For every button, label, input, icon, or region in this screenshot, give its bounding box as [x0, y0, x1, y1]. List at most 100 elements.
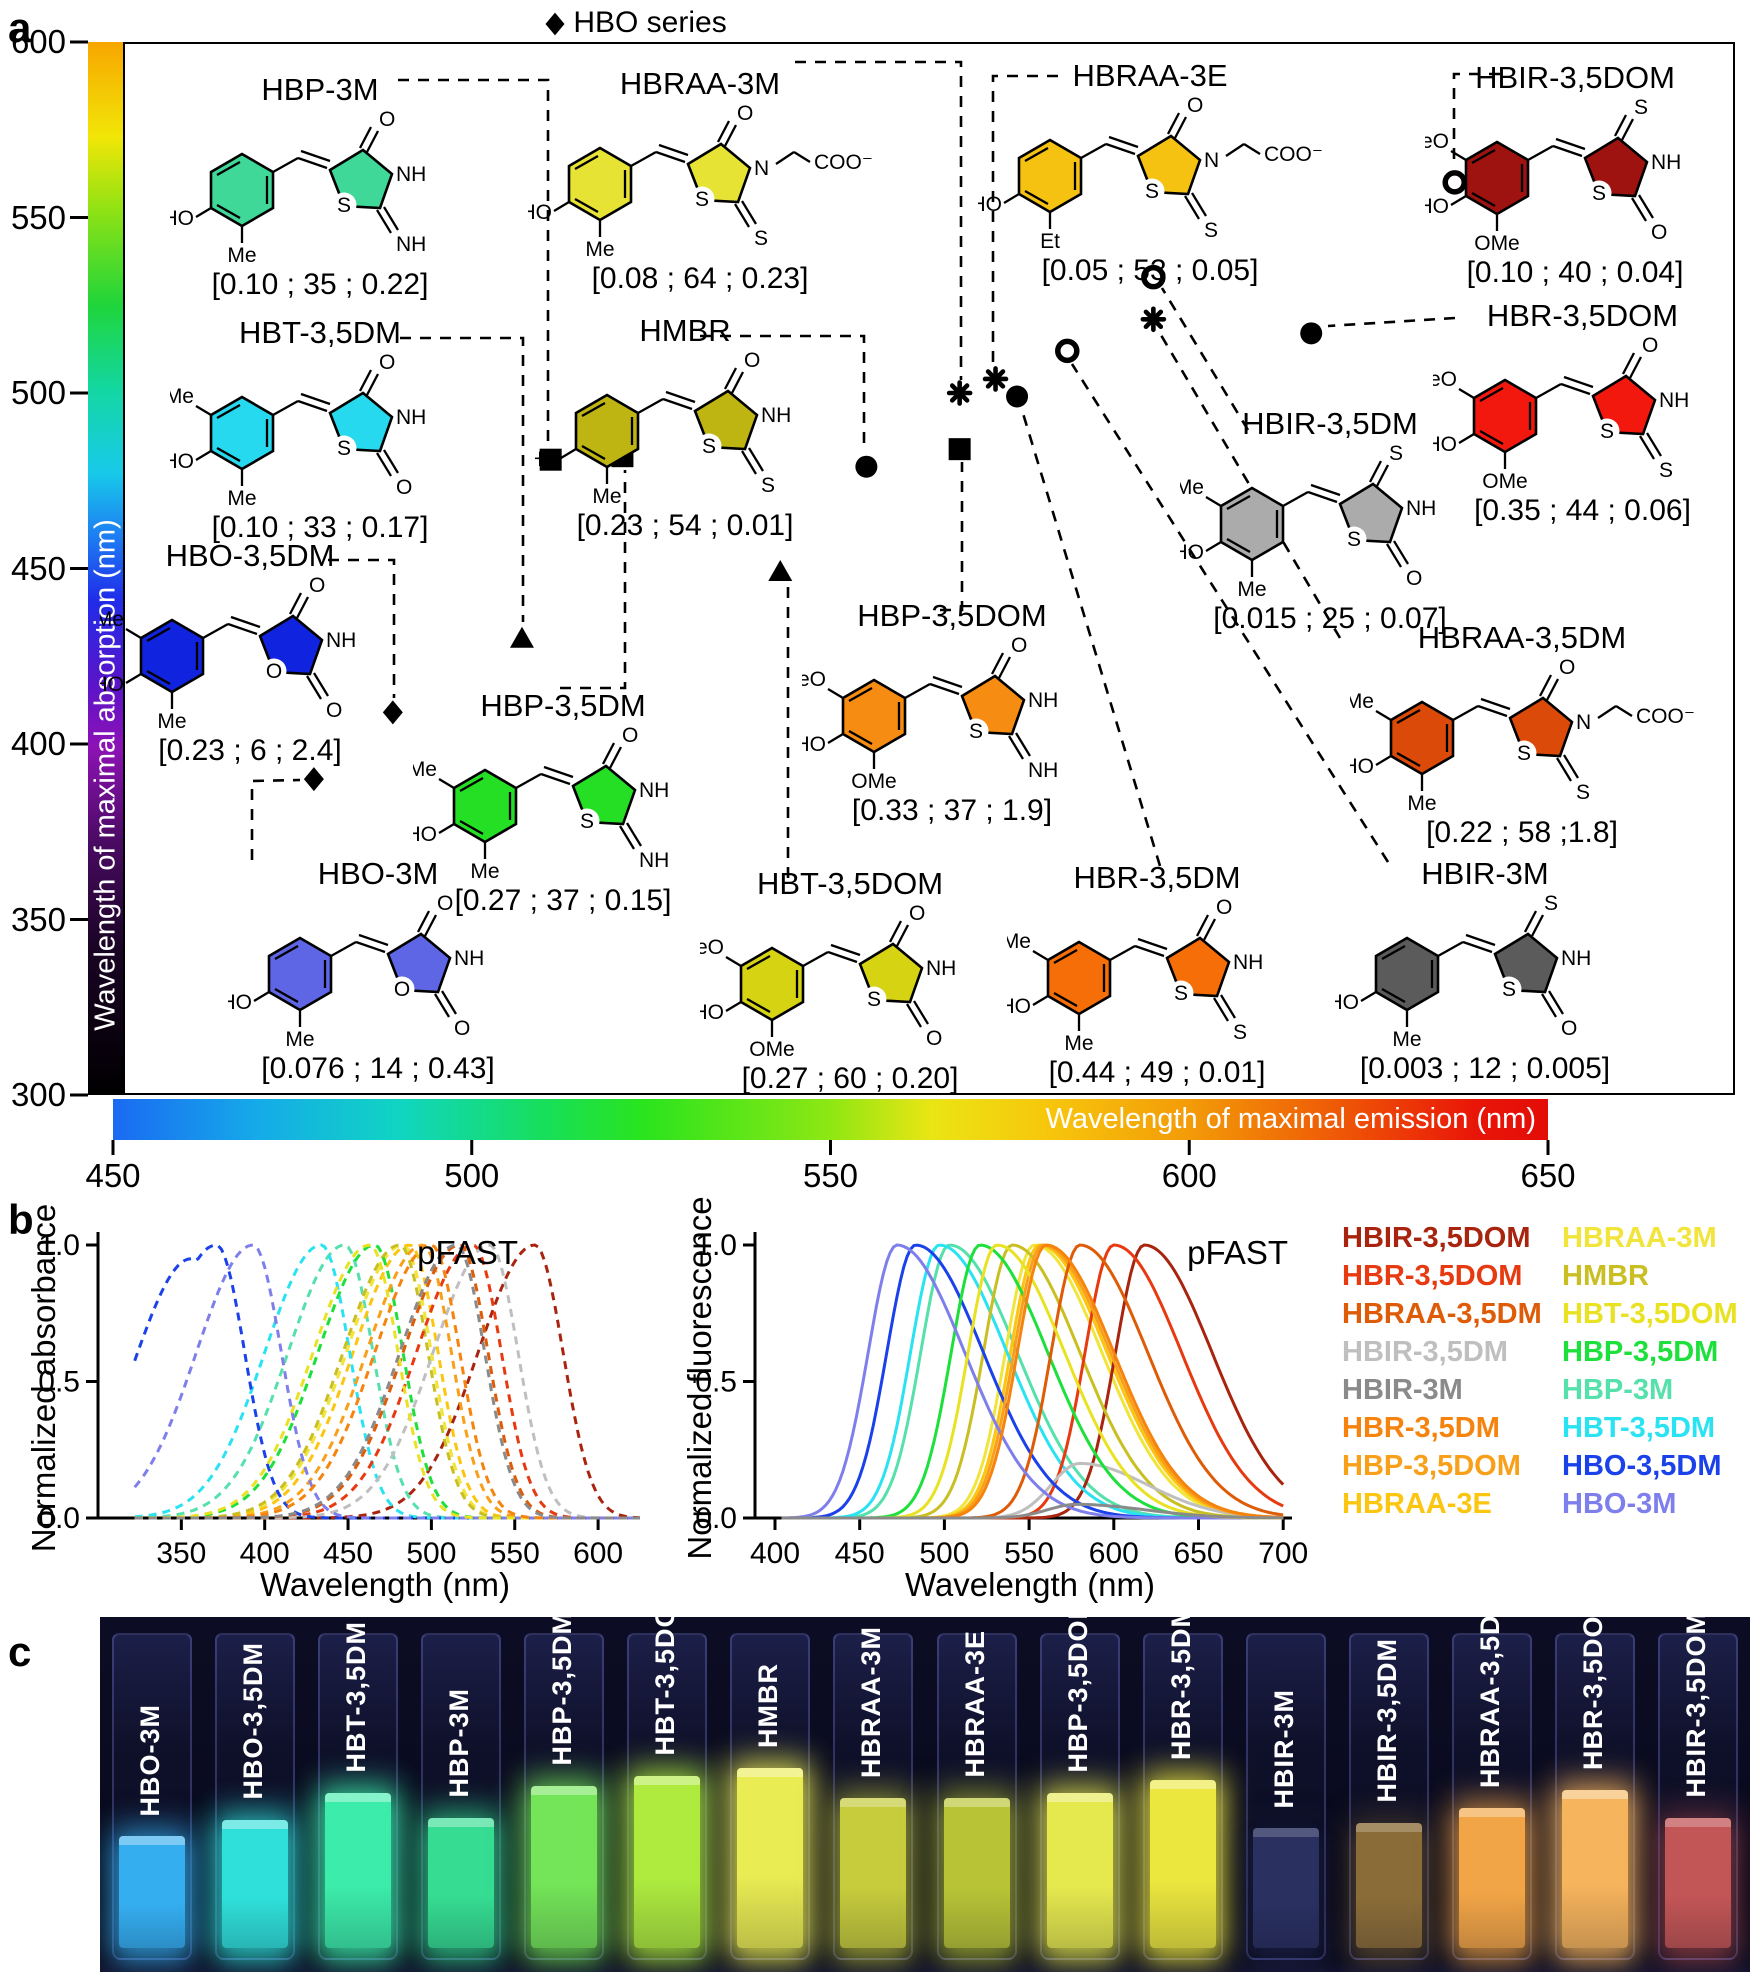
compound-values: [0.08 ; 64 ; 0.23] [591, 262, 809, 295]
svg-text:S: S [1144, 180, 1158, 203]
absorbance-plot-curve-HBIR-3M [134, 1243, 640, 1520]
fluorescence-plot-curve-HBO-3,5DM [781, 1243, 1284, 1520]
compound-card-HBP-3M: HBP-3M HO Me O NH NH S [0.10 ; 35 ; 0.22] [155, 72, 485, 302]
svg-text:Me: Me [470, 860, 499, 882]
svg-text:S: S [1233, 1021, 1247, 1044]
open-circle-marker [1442, 170, 1467, 195]
cuvette-label: HBO-3M [134, 1703, 165, 1817]
liquid-highlight [943, 1798, 1010, 1807]
svg-text:HO: HO [802, 733, 826, 756]
compound-values: [0.076 ; 14 ; 0.43] [261, 1052, 495, 1085]
panel-a-label: a [8, 4, 32, 51]
svg-text:500: 500 [919, 1537, 969, 1570]
legend-HBRAA-3M: HBRAA-3M [1562, 1222, 1717, 1254]
compound-values: [0.27 ; 60 ; 0.20] [741, 1062, 959, 1095]
svg-text:S: S [1502, 978, 1516, 1001]
cuvette-liquid [943, 1798, 1010, 1948]
compound-card-HBIR-3,5DM: HBIR-3,5DM HO Me Me S NH O S [0.015 ; 25 ; 0.07] [1150, 406, 1510, 636]
absorbance-plot-curve-HBO-3M [133, 1243, 640, 1520]
y-tick-400: 400 [10, 725, 66, 762]
svg-text:400: 400 [750, 1537, 800, 1570]
compound-card-HBR-3,5DOM: HBR-3,5DOM HO MeO OMe O NH S S [0.35 ; 44 ; 0.06… [1420, 298, 1745, 528]
cuvette-HBIR-3,5DM [1349, 1633, 1430, 1960]
svg-text:O: O [396, 476, 412, 499]
compound-values: [0.27 ; 37 ; 0.15] [454, 884, 672, 917]
compound-card-HMBR: HMBR HO Me O NH S S [0.23 ; 54 ; 0.01] [505, 313, 865, 543]
svg-text:S: S [1634, 96, 1648, 119]
svg-text:NH: NH [926, 957, 956, 980]
svg-text:NH: NH [396, 406, 426, 429]
compound-values: [0.015 ; 25 ; 0.07] [1213, 602, 1447, 635]
cuvette-photo: HBO-3M HBO-3,5DM HBT-3,5DM HBP-3M HBP-3,5DM H… [100, 1617, 1750, 1972]
connector-HBRAA-3M [795, 60, 963, 380]
pfast-annotation-right: pFAST [1187, 1234, 1288, 1271]
svg-text:O: O [909, 902, 925, 925]
svg-text:450: 450 [835, 1537, 885, 1570]
legend-HBO-3M: HBO-3M [1562, 1488, 1677, 1520]
cuvette-label: HBRAA-3M [856, 1626, 887, 1778]
structure-HBRAA-3E: HO Et O N S S COO⁻ [978, 94, 1323, 252]
svg-text:S: S [702, 435, 716, 458]
compound-values: [0.22 ; 58 ;1.8] [1426, 816, 1618, 849]
fluorescence-plot-curve-HBR-3,5DOM [781, 1243, 1284, 1520]
svg-text:MeO: MeO [700, 936, 724, 959]
cuvette-label: HBP-3,5DOM [1062, 1617, 1093, 1773]
svg-text:Me: Me [170, 385, 194, 408]
svg-text:HO: HO [170, 450, 194, 473]
legend-HBP-3M: HBP-3M [1562, 1374, 1674, 1406]
connector-HBO-3,5DM [328, 558, 396, 698]
cuvette-label: HBT-3,5DOM [650, 1617, 681, 1756]
svg-text:Me: Me [1180, 476, 1204, 499]
x-tick-550: 550 [802, 1157, 859, 1194]
connector-HBP-3,5DOM [940, 462, 964, 612]
compound-title: HBIR-3M [1421, 856, 1549, 891]
absorbance-axis-title: Normalized absorbance [25, 1203, 62, 1553]
cuvette-label: HBIR-3,5DM [1372, 1638, 1403, 1803]
svg-text:Me: Me [227, 487, 256, 509]
liquid-highlight [324, 1793, 391, 1802]
compound-title: HBR-3,5DM [1073, 860, 1241, 895]
liquid-highlight [427, 1818, 494, 1827]
svg-text:MeO: MeO [1433, 368, 1457, 391]
legend-HBR-3,5DOM: HBR-3,5DOM [1342, 1260, 1523, 1292]
legend-HBT-3,5DM: HBT-3,5DM [1562, 1412, 1716, 1444]
svg-text:Me: Me [157, 710, 186, 732]
cuvette-label: HBR-3,5DM [1165, 1617, 1196, 1760]
svg-text:NH: NH [326, 629, 356, 652]
compound-title: HBRAA-3,5DM [1417, 620, 1627, 655]
structure-HBIR-3M: HO Me S NH O S [1335, 892, 1595, 1050]
cuvette-liquid [737, 1768, 804, 1948]
asterisk-marker [1140, 306, 1167, 333]
open-circle-marker [1055, 338, 1080, 364]
svg-text:O: O [379, 108, 395, 131]
cuvette-label: HBRAA-3,5DM [1475, 1617, 1506, 1788]
svg-text:HO: HO [978, 193, 1002, 216]
svg-text:OMe: OMe [1482, 470, 1528, 492]
connector-HBO-3M [250, 778, 301, 860]
compound-card-HBO-3,5DM: HBO-3,5DM HO Me Me O NH O O [0.23 ; 6 ; 2.4] [80, 538, 420, 768]
svg-text:700: 700 [1258, 1537, 1308, 1570]
compound-title: HBO-3,5DM [165, 538, 335, 573]
cuvette-liquid [531, 1786, 598, 1948]
cuvette-HBP-3M [420, 1633, 501, 1960]
svg-text:COO⁻: COO⁻ [814, 151, 873, 174]
svg-text:HO: HO [1180, 541, 1204, 564]
legend-HBR-3,5DM: HBR-3,5DM [1342, 1412, 1500, 1444]
fluorescence-plot-curve-HBR-3,5DM [781, 1243, 1284, 1520]
legend-HBO-3,5DM: HBO-3,5DM [1562, 1450, 1722, 1482]
svg-text:Me: Me [227, 244, 256, 266]
emission-gradient-bar: Wavelength of maximal emission (nm) [113, 1099, 1548, 1140]
structure-HBT-3,5DOM: HO MeO OMe O NH O S [700, 902, 960, 1060]
x-tick-600: 600 [1161, 1157, 1217, 1194]
fluorescence-plot-curve-HBRAA-3E [781, 1243, 1284, 1520]
svg-text:HO: HO [528, 201, 552, 224]
svg-text:0.0: 0.0 [38, 1502, 80, 1535]
cuvette-liquid [840, 1798, 907, 1948]
structure-HBIR-3,5DOM: HO MeO OMe S NH O S [1425, 96, 1685, 254]
connector-HBT-3,5DM [400, 336, 525, 622]
structure-HBP-3M: HO Me O NH NH S [170, 108, 430, 266]
connector-HBR-3,5DOM [1327, 316, 1456, 328]
compound-values: [0.10 ; 40 ; 0.04] [1466, 256, 1684, 289]
fluorescence-plot-curve-HBIR-3M [781, 1502, 1284, 1520]
